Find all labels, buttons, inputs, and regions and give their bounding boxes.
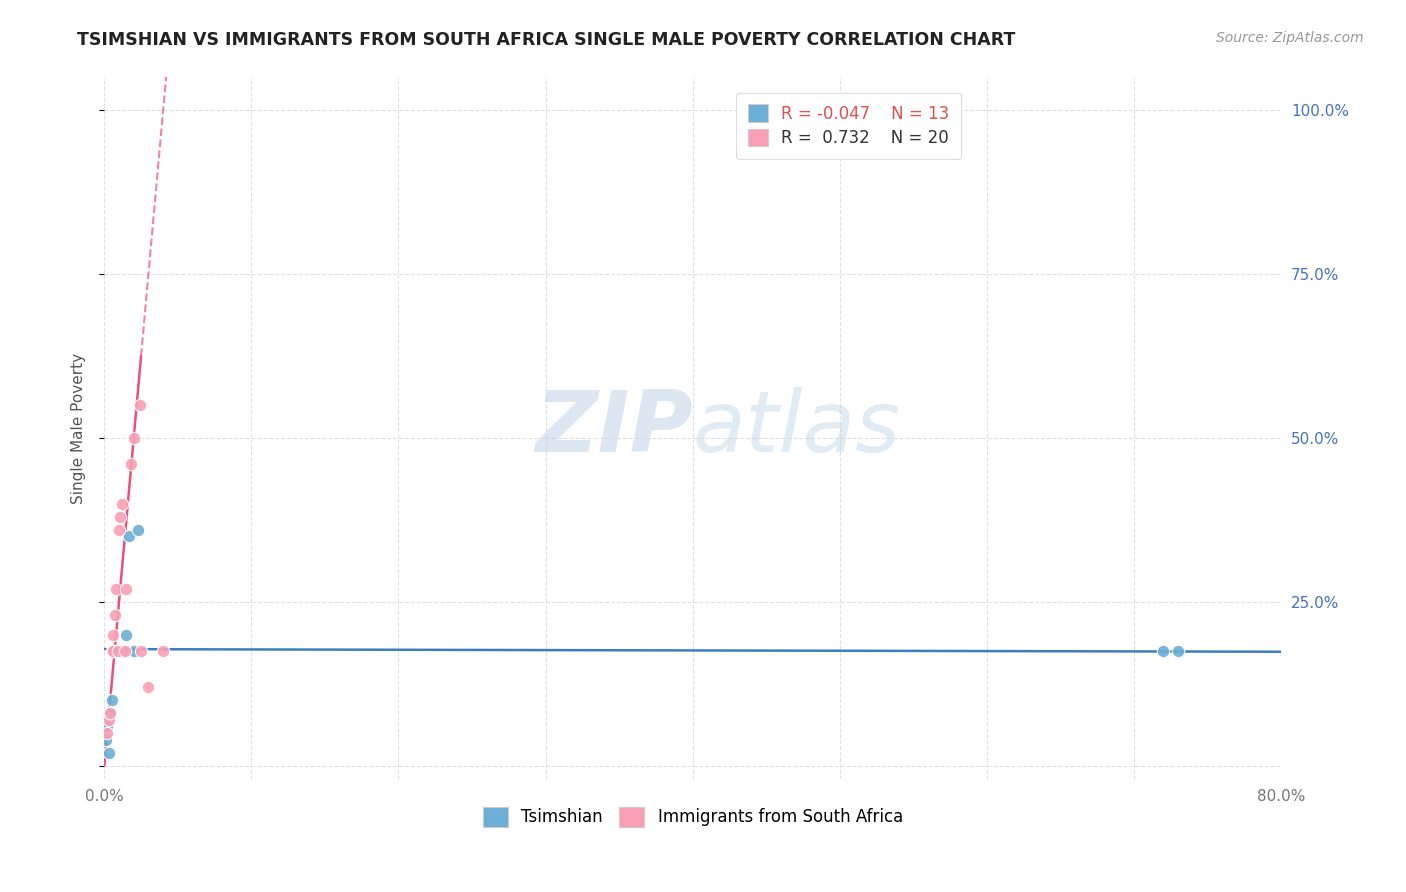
Point xyxy=(105,582,128,596)
Point xyxy=(97,746,120,760)
Point xyxy=(101,628,124,642)
Point xyxy=(111,644,134,658)
Point xyxy=(115,628,138,642)
Point xyxy=(97,713,120,727)
Point xyxy=(127,523,149,537)
Point xyxy=(107,644,129,658)
Point xyxy=(96,726,118,740)
Text: TSIMSHIAN VS IMMIGRANTS FROM SOUTH AFRICA SINGLE MALE POVERTY CORRELATION CHART: TSIMSHIAN VS IMMIGRANTS FROM SOUTH AFRIC… xyxy=(77,31,1015,49)
Text: ZIP: ZIP xyxy=(536,386,693,470)
Point xyxy=(129,644,152,658)
Point xyxy=(152,644,174,658)
Point xyxy=(98,706,121,721)
Point xyxy=(105,644,128,658)
Point xyxy=(111,497,134,511)
Point xyxy=(104,607,127,622)
Y-axis label: Single Male Poverty: Single Male Poverty xyxy=(72,352,86,504)
Point xyxy=(138,680,160,694)
Point xyxy=(108,523,131,537)
Point xyxy=(114,644,136,658)
Point xyxy=(1167,644,1189,658)
Point xyxy=(110,509,132,524)
Point xyxy=(115,582,138,596)
Point xyxy=(101,644,124,658)
Point xyxy=(122,644,145,658)
Point xyxy=(118,529,141,543)
Point xyxy=(128,398,150,412)
Legend: Tsimshian, Immigrants from South Africa: Tsimshian, Immigrants from South Africa xyxy=(475,800,910,834)
Text: Source: ZipAtlas.com: Source: ZipAtlas.com xyxy=(1216,31,1364,45)
Point xyxy=(100,693,122,707)
Point xyxy=(98,706,121,721)
Point xyxy=(100,644,122,658)
Point xyxy=(122,431,145,445)
Text: atlas: atlas xyxy=(693,386,901,470)
Point xyxy=(1152,644,1174,658)
Point xyxy=(96,719,118,733)
Point xyxy=(94,732,117,747)
Point xyxy=(120,457,142,471)
